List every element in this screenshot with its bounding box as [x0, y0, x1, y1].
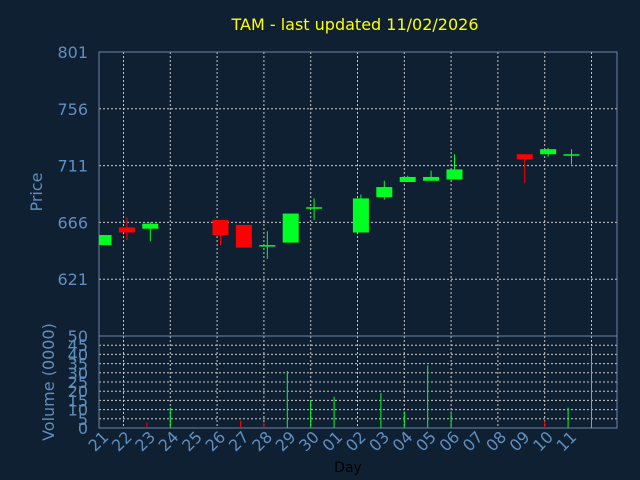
candle-body — [282, 213, 299, 243]
volume-tick-label: 5 — [78, 410, 88, 429]
volume-tick-label: 25 — [68, 373, 88, 392]
candle-body — [142, 223, 159, 229]
price-tick-label: 801 — [57, 43, 88, 62]
chart-title: TAM - last updated 11/02/2026 — [230, 15, 478, 34]
candle-body — [306, 207, 323, 209]
candle-body — [212, 219, 229, 236]
price-candles — [99, 147, 580, 260]
candle-body — [259, 245, 276, 247]
price-tick-label: 666 — [57, 213, 88, 232]
price-axis-label: Price — [27, 172, 46, 211]
price-axis-ticks: 621 666 711 756 801 — [57, 43, 88, 289]
candle-body — [446, 169, 463, 180]
price-tick-label: 621 — [57, 270, 88, 289]
candle-body — [399, 176, 416, 183]
volume-tick-label: 20 — [68, 382, 88, 401]
price-tick-label: 756 — [57, 100, 88, 119]
volume-tick-label: 0 — [78, 419, 88, 438]
candle-body — [99, 235, 112, 246]
price-gridlines — [99, 51, 617, 336]
volume-axis-label: Volume (0000) — [39, 323, 58, 441]
volume-tick-label: 15 — [68, 391, 88, 410]
candle-body — [423, 176, 440, 181]
volume-tick-label: 50 — [68, 327, 88, 346]
volume-tick-label: 40 — [68, 345, 88, 364]
candle-body — [352, 198, 369, 233]
candle-body — [540, 149, 557, 155]
candle-body — [376, 187, 393, 198]
candle-body — [118, 227, 135, 233]
day-axis-label: Day — [334, 460, 362, 476]
volume-plot-frame — [98, 335, 618, 429]
volume-tick-label: 45 — [68, 336, 88, 355]
volume-tick-label: 30 — [68, 364, 88, 383]
candle-body — [235, 224, 252, 248]
volume-tick-label: 10 — [68, 401, 88, 420]
volume-bars — [146, 347, 592, 428]
price-tick-label: 711 — [57, 157, 88, 176]
candle-body — [563, 154, 580, 156]
candle-body — [516, 154, 533, 160]
volume-tick-label: 35 — [68, 355, 88, 374]
